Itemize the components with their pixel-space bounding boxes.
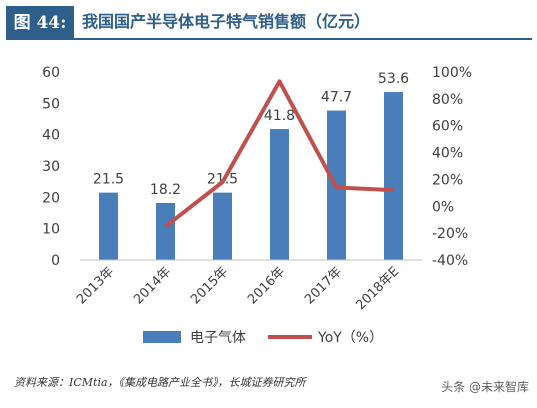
- figure-label: 图 44:: [6, 6, 74, 40]
- bar-data-label: 21.5: [93, 172, 124, 188]
- bar: [156, 202, 175, 260]
- bar-data-label: 18.2: [150, 182, 181, 198]
- right-axis-tick-label: -40%: [432, 253, 468, 269]
- left-axis-tick-label: 60: [42, 65, 60, 81]
- bar-data-label: 53.6: [378, 71, 409, 87]
- right-axis-tick-label: 60%: [432, 119, 463, 135]
- right-axis-ticks: -40% -20% 0% 20% 40% 60% 80% 100%: [432, 65, 472, 269]
- right-axis-tick-label: 80%: [432, 92, 463, 108]
- bar-series: [99, 92, 403, 260]
- legend-label-bar: 电子气体: [190, 330, 246, 346]
- chart-legend: 电子气体 YoY（%）: [143, 330, 383, 346]
- figure-header: 图 44: 我国国产半导体电子特气销售额（亿元）: [6, 6, 532, 40]
- bar: [99, 192, 118, 260]
- right-axis-tick-label: 20%: [432, 172, 463, 188]
- legend-label-line: YoY（%）: [317, 330, 383, 346]
- bar: [213, 192, 232, 260]
- bar-data-label: 47.7: [321, 90, 352, 106]
- x-axis-ticks: 2013年 2014年 2015年 2016年 2017年 2018年E: [74, 264, 402, 313]
- x-axis-tick-label: 2013年: [74, 264, 117, 307]
- left-axis-tick-label: 0: [51, 253, 60, 269]
- x-axis-tick-label: 2017年: [302, 264, 345, 307]
- left-axis-tick-label: 30: [42, 159, 60, 175]
- x-axis-tick-label: 2014年: [131, 264, 174, 307]
- left-axis-tick-label: 40: [42, 128, 60, 144]
- title-bar: 我国国产半导体电子特气销售额（亿元）: [74, 6, 532, 40]
- bar: [384, 92, 403, 260]
- left-axis-tick-label: 50: [42, 96, 60, 112]
- bar-data-label: 41.8: [264, 108, 295, 124]
- right-axis-tick-label: 0%: [432, 199, 454, 215]
- left-axis-tick-label: 10: [42, 222, 60, 238]
- x-axis-tick-label: 2018年E: [353, 264, 402, 313]
- bar: [270, 129, 289, 260]
- watermark: 头条 @未来智库: [441, 380, 529, 394]
- chart-title: 我国国产半导体电子特气销售额（亿元）: [82, 12, 371, 31]
- left-axis-ticks: 0 10 20 30 40 50 60: [42, 65, 60, 269]
- right-axis-tick-label: -20%: [432, 226, 468, 242]
- right-axis-tick-label: 40%: [432, 146, 463, 162]
- left-axis-tick-label: 20: [42, 190, 60, 206]
- yoy-line: [164, 79, 394, 229]
- legend-swatch-bar: [143, 331, 181, 343]
- right-axis-tick-label: 100%: [432, 65, 472, 81]
- x-axis-tick-label: 2015年: [188, 264, 231, 307]
- source-note: 资料来源：ICMtia，《集成电路产业全书》，长城证券研究所: [14, 376, 306, 389]
- x-axis-tick-label: 2016年: [245, 264, 288, 307]
